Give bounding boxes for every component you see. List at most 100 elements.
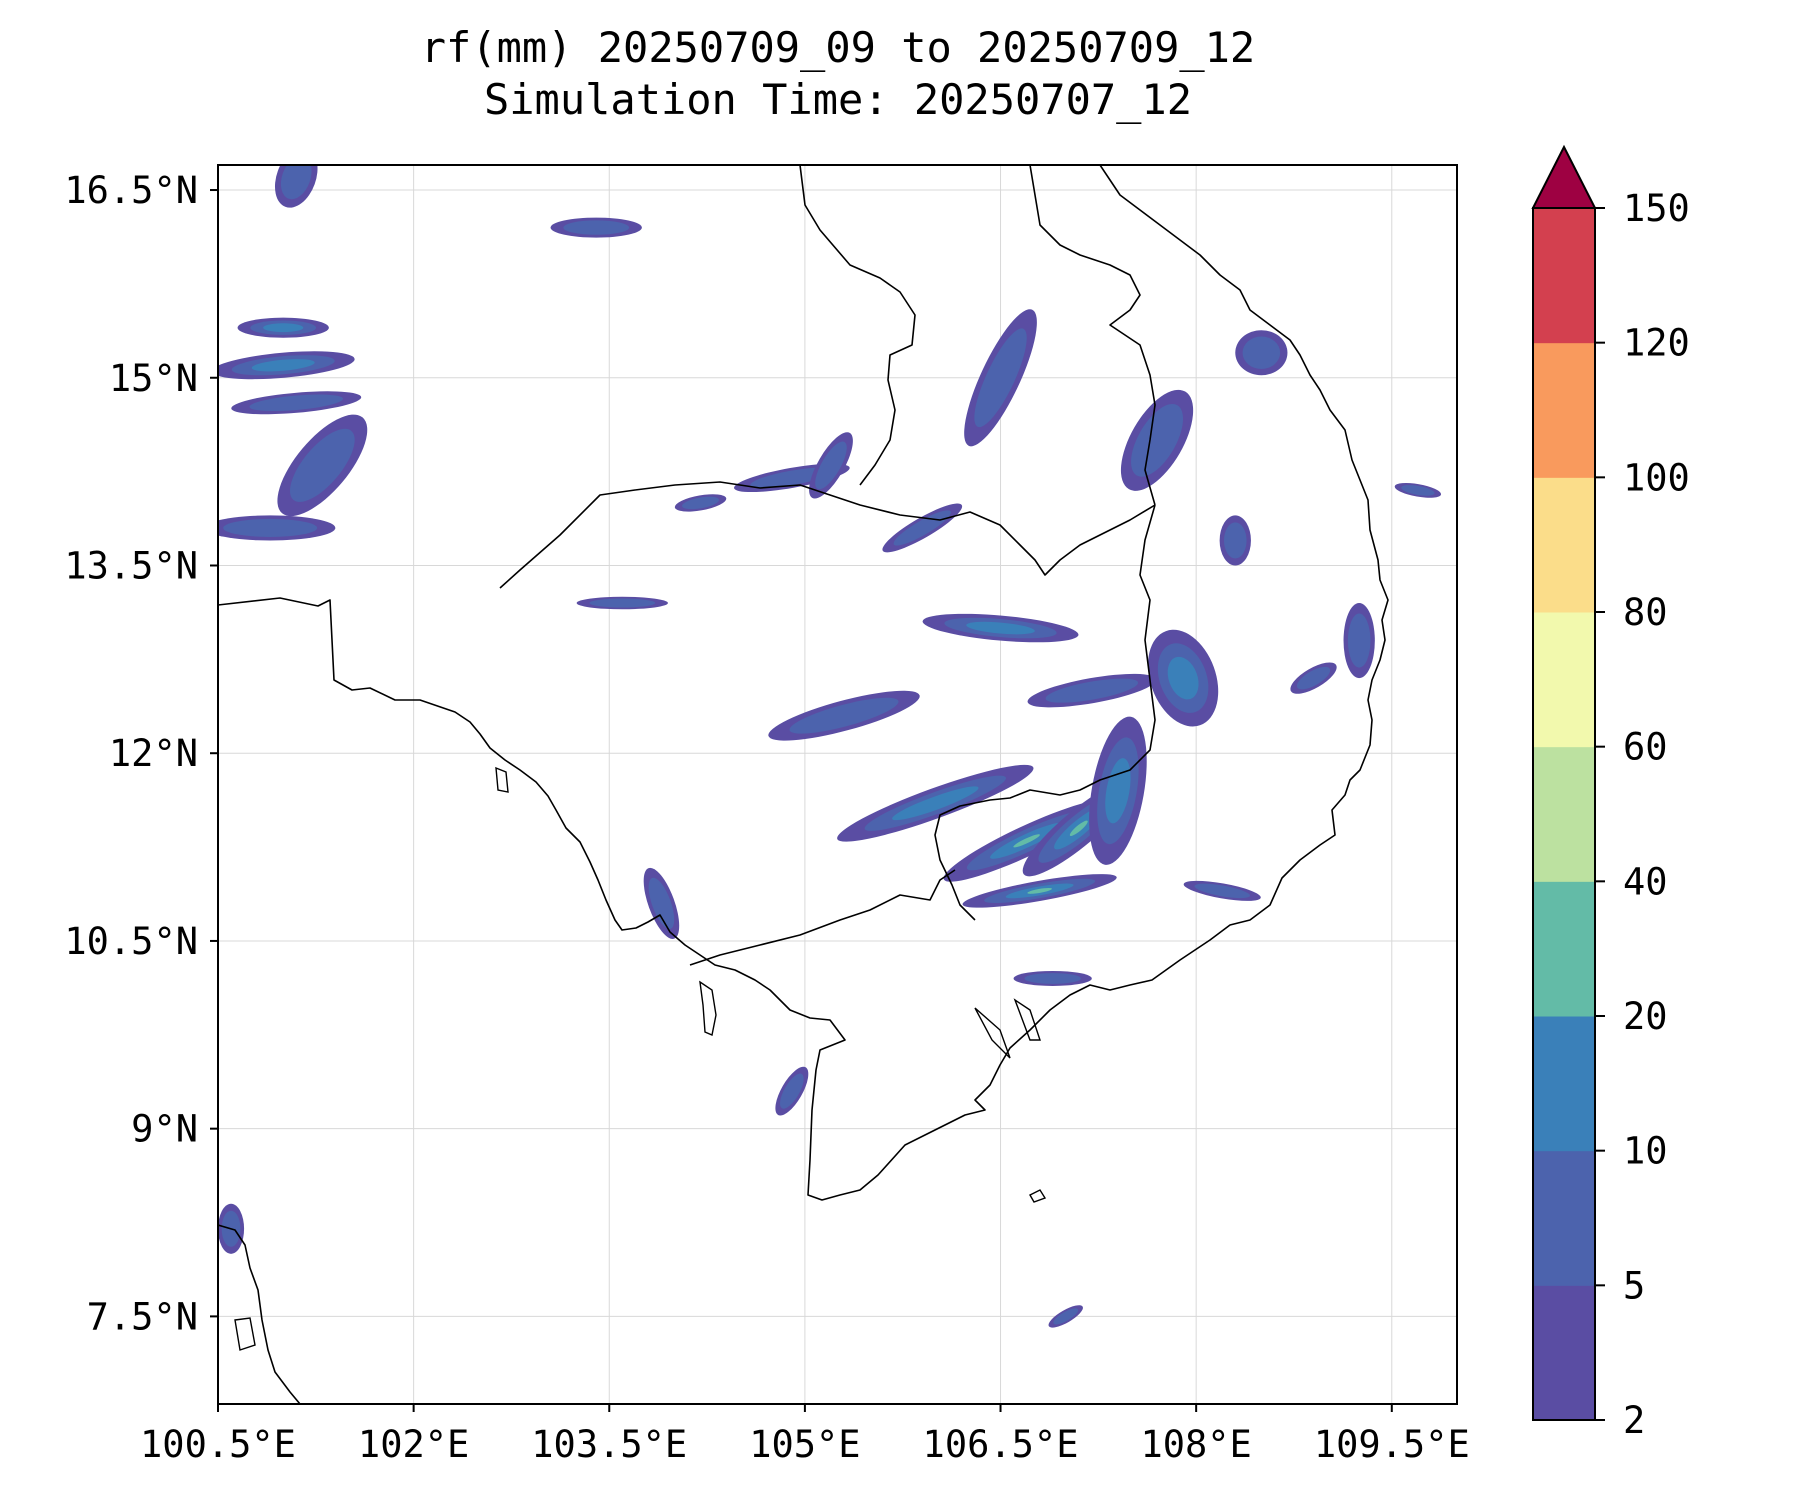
- rain-contour: [223, 518, 318, 537]
- figure-title-line1: rf(mm) 20250709_09 to 20250709_12: [421, 23, 1255, 72]
- map-area: [218, 165, 1457, 1404]
- rain-cell: [1120, 389, 1194, 491]
- colorbar-tick-label: 60: [1623, 726, 1668, 769]
- colorbar-band: [1533, 208, 1595, 344]
- colorbar-extend-triangle: [1531, 144, 1597, 209]
- rain-contour: [966, 621, 1035, 635]
- island-koh-kong: [495, 766, 509, 793]
- rain-cell: [277, 414, 368, 517]
- rain-cell: [1089, 716, 1147, 865]
- rain-cell: [1235, 330, 1288, 376]
- rain-cell: [809, 432, 853, 499]
- rain-contour: [1167, 656, 1199, 700]
- rain-cell: [768, 690, 920, 741]
- rain-contour: [1105, 758, 1131, 824]
- colorbar-tick-label: 80: [1623, 591, 1668, 634]
- lat-tick-label: 9°N: [131, 1108, 198, 1151]
- figure-title-line2: Simulation Time: 20250707_12: [484, 75, 1192, 124]
- colorbar-tick-label: 150: [1623, 187, 1690, 230]
- colorbar-tick-label: 120: [1623, 322, 1690, 365]
- rain-cell: [1343, 603, 1375, 679]
- lon-tick-label: 100.5°E: [140, 1423, 296, 1466]
- rain-cell: [550, 217, 642, 238]
- rain-contour: [974, 328, 1027, 428]
- colorbar-labels: 2 5 10 20 40 60 80 100 120 150: [1595, 187, 1690, 1442]
- colorbar-frame: [1532, 207, 1596, 1421]
- lon-tick-label: 102°E: [358, 1423, 469, 1466]
- map-frame: [217, 164, 1458, 1405]
- border-laos-thailand-mekong: [799, 165, 916, 486]
- rain-contour: [280, 165, 312, 200]
- island-mekong-delta-2: [1013, 998, 1041, 1041]
- rain-contour: [563, 220, 630, 235]
- colorbar-band: [1533, 612, 1595, 748]
- rain-cell: [1013, 970, 1092, 986]
- rain-cell: [1394, 483, 1442, 498]
- rain-contour: [1401, 485, 1435, 496]
- colorbar-band: [1533, 342, 1595, 478]
- rain-contour: [682, 496, 720, 510]
- island-mekong-delta-1: [974, 1007, 1011, 1059]
- rain-contour: [892, 786, 979, 821]
- rain-cell: [964, 309, 1037, 447]
- coastline-gulf-of-thailand: [218, 165, 1389, 1201]
- rain-cell: [643, 867, 680, 939]
- rainfall-layer: [218, 165, 1442, 1328]
- colorbar-bands: [1533, 208, 1595, 1421]
- colorbar-tick-label: 40: [1623, 860, 1668, 903]
- lat-tick-label: 7.5°N: [87, 1295, 198, 1338]
- rain-contour: [893, 510, 951, 546]
- colorbar-tick-label: 100: [1623, 456, 1690, 499]
- rain-contour: [249, 394, 344, 412]
- rain-contour: [750, 467, 834, 489]
- rain-contour: [263, 323, 304, 333]
- colorbar-tick-label: 5: [1623, 1264, 1645, 1307]
- rain-contour: [1024, 973, 1081, 984]
- lon-tick-label: 103.5°E: [531, 1423, 687, 1466]
- lat-tick-label: 12°N: [109, 732, 198, 775]
- coastline-layer: [218, 165, 1389, 1404]
- rain-cell: [1183, 880, 1261, 901]
- colorbar-band: [1533, 1016, 1595, 1152]
- colorbar-tick-label: 10: [1623, 1130, 1668, 1173]
- rain-cell: [1290, 662, 1337, 694]
- rain-cell: [218, 515, 336, 541]
- lon-tick-label: 106.5°E: [923, 1423, 1079, 1466]
- border-vietnam-cambodia-south: [689, 869, 956, 966]
- colorbar: 2 5 10 20 40 60 80 100 120 150: [1531, 144, 1690, 1442]
- gridlines: [218, 165, 1457, 1404]
- rain-contour: [1242, 336, 1281, 369]
- rain-contour: [1296, 666, 1331, 690]
- longitude-axis: 100.5°E 102°E 103.5°E 105°E 106.5°E 108°E 109.…: [140, 1404, 1470, 1466]
- border-laos-vietnam: [1029, 165, 1156, 506]
- rain-cell: [237, 317, 329, 338]
- colorbar-tick-label: 2: [1623, 1399, 1645, 1442]
- colorbar-tick-label: 20: [1623, 995, 1668, 1038]
- rain-contour: [1069, 820, 1088, 836]
- rain-contour: [1131, 403, 1184, 477]
- border-thailand-cambodia: [499, 481, 1156, 589]
- rain-contour: [648, 877, 675, 929]
- rain-cell: [1219, 515, 1251, 566]
- rain-contour: [815, 441, 847, 490]
- rain-cell: [882, 503, 963, 553]
- rain-contour: [1013, 834, 1040, 848]
- rain-contour: [289, 428, 355, 502]
- rain-cell: [674, 494, 727, 512]
- rain-contour: [251, 359, 315, 372]
- island-phu-quoc: [699, 980, 717, 1036]
- lat-tick-label: 16.5°N: [64, 169, 198, 212]
- colorbar-band: [1533, 746, 1595, 882]
- rain-cell: [274, 165, 318, 208]
- rain-contour: [1194, 883, 1251, 899]
- rain-cell: [1148, 629, 1219, 727]
- lon-tick-label: 109.5°E: [1314, 1423, 1470, 1466]
- rain-contour: [789, 697, 899, 734]
- rain-cell: [922, 613, 1079, 643]
- rain-contour: [779, 1073, 804, 1109]
- rain-contour: [1347, 613, 1371, 668]
- colorbar-band: [1533, 477, 1595, 613]
- rain-contour: [1224, 522, 1247, 559]
- rain-contour: [1027, 887, 1052, 894]
